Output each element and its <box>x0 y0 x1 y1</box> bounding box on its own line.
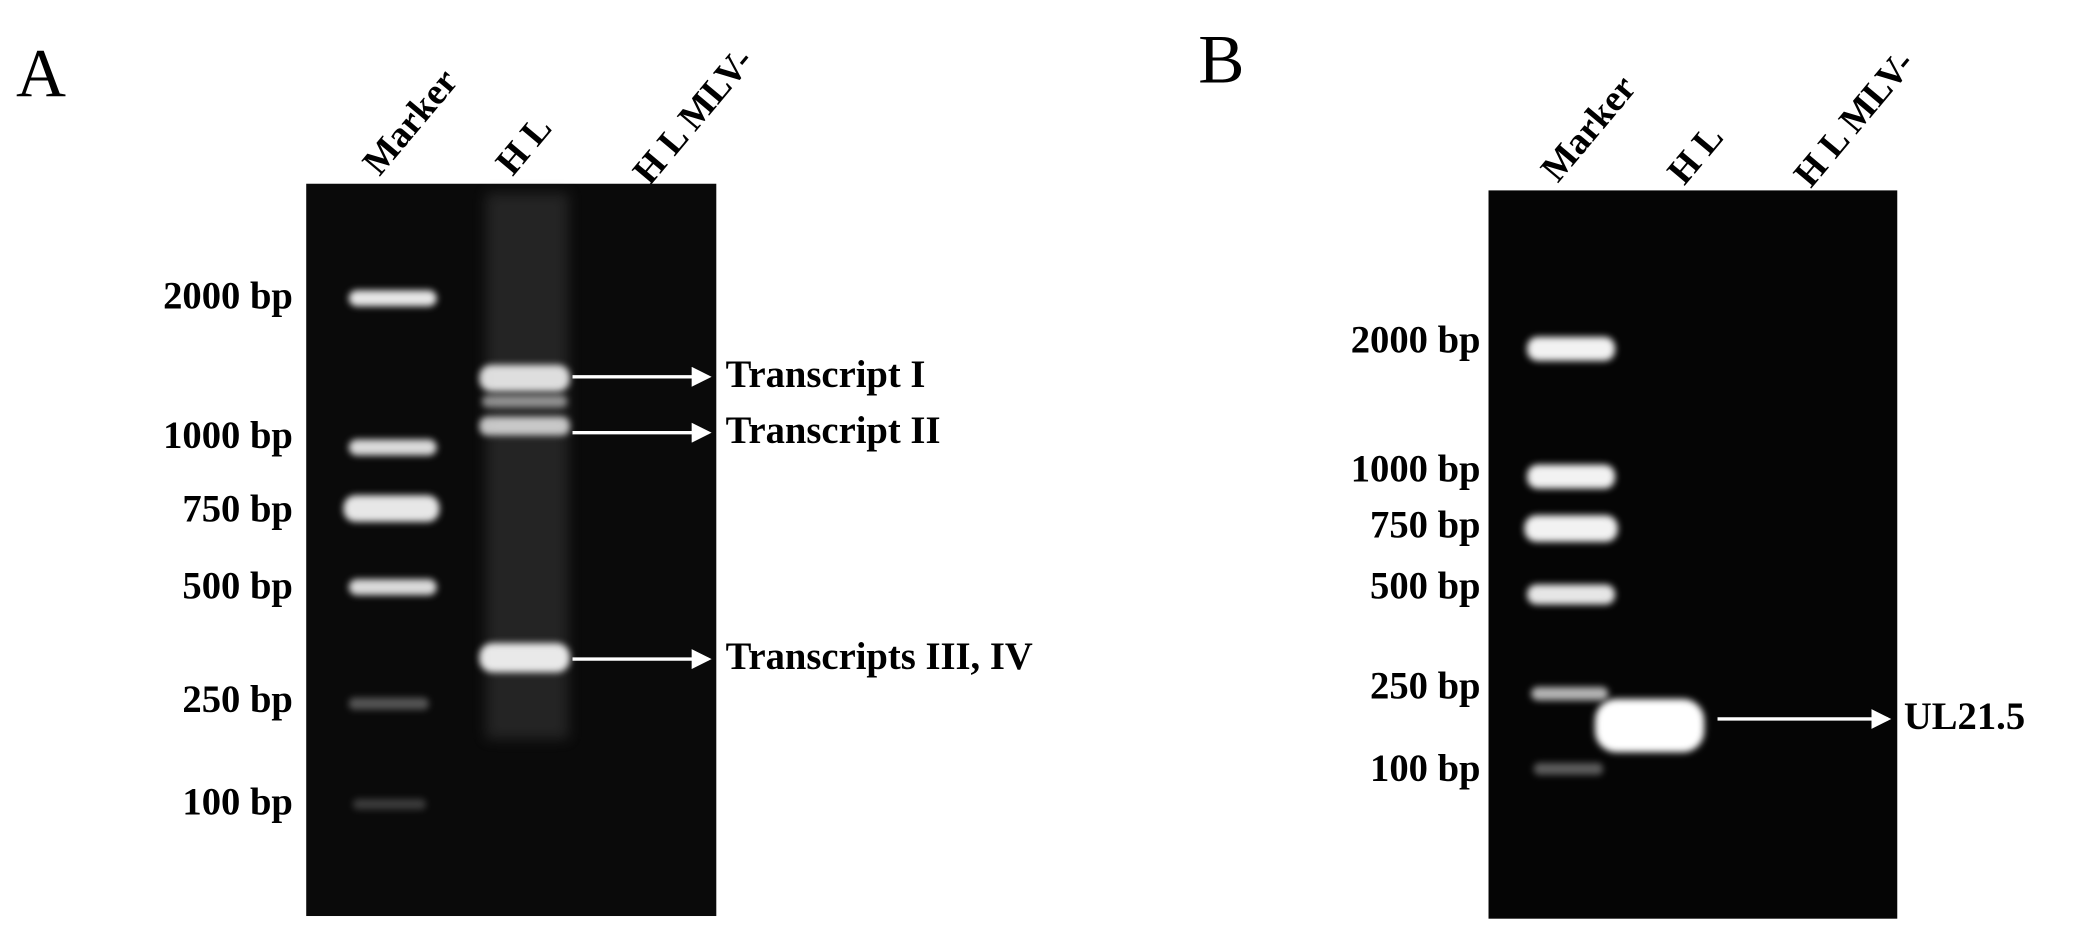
band <box>479 643 570 673</box>
band <box>1531 687 1609 701</box>
band <box>348 579 437 596</box>
lane-label: H L <box>488 108 560 183</box>
panel-label: A <box>16 34 66 111</box>
band <box>1524 515 1618 542</box>
panel-b: B Marker H L H L MLV- 2000 bp 1000 bp 75… <box>1198 21 2025 919</box>
band <box>1527 336 1616 361</box>
size-label: 2000 bp <box>1351 319 1481 361</box>
band <box>348 697 429 710</box>
size-label: 250 bp <box>1370 666 1481 708</box>
band <box>1527 464 1616 489</box>
band <box>1595 698 1705 753</box>
annotation: Transcript I <box>726 354 926 396</box>
size-label: 750 bp <box>182 488 293 530</box>
size-label: 1000 bp <box>1351 449 1481 491</box>
panel-a: A Marker H L H L MLV- 2000 bp 1000 bp 75… <box>16 34 1033 917</box>
band <box>479 364 570 392</box>
gel <box>1488 190 1898 919</box>
size-label: 750 bp <box>1370 504 1481 546</box>
panel-label: B <box>1198 21 1244 98</box>
annotation: Transcript II <box>726 410 941 452</box>
size-label: 1000 bp <box>163 415 293 457</box>
band <box>481 395 568 408</box>
band <box>348 439 437 456</box>
band <box>343 495 440 522</box>
size-label: 100 bp <box>1370 748 1481 790</box>
size-label: 250 bp <box>182 679 293 721</box>
lane-label: H L MLV- <box>625 41 762 193</box>
band <box>479 416 570 436</box>
band <box>352 798 427 810</box>
lane-label: H L <box>1660 117 1732 192</box>
size-label: 500 bp <box>182 566 293 608</box>
band <box>348 290 437 307</box>
annotation: Transcripts III, IV <box>726 636 1033 678</box>
annotation: UL21.5 <box>1904 696 2025 738</box>
lane-label: Marker <box>1533 68 1644 189</box>
size-label: 2000 bp <box>163 275 293 317</box>
band <box>1527 584 1616 605</box>
size-label: 500 bp <box>1370 566 1481 608</box>
band <box>1533 762 1604 775</box>
lane-label: Marker <box>355 61 466 182</box>
lane-label: H L MLV- <box>1786 43 1923 195</box>
size-label: 100 bp <box>182 781 293 823</box>
